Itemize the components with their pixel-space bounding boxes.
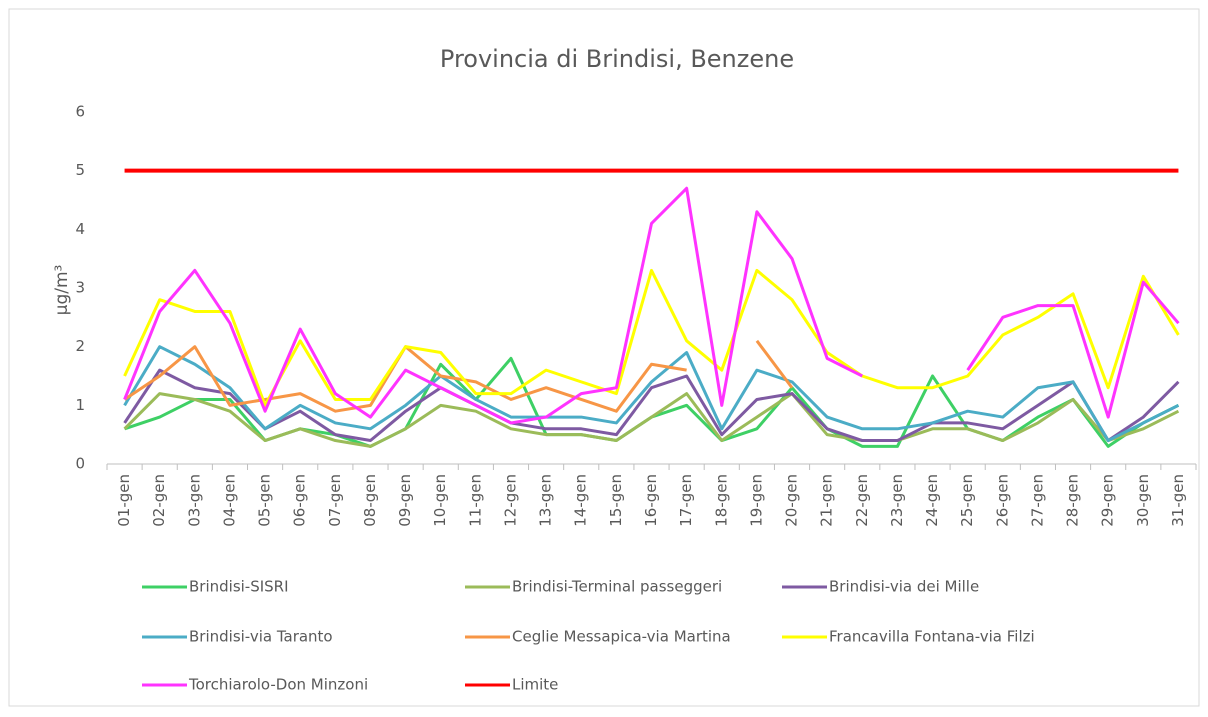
x-tick-label: 15-gen: [607, 474, 625, 527]
x-tick-label: 16-gen: [642, 474, 660, 527]
x-tick-label: 26-gen: [993, 474, 1011, 527]
x-tick-label: 30-gen: [1134, 474, 1152, 527]
legend-label: Brindisi-Terminal passeggeri: [512, 578, 722, 596]
x-tick-label: 01-gen: [115, 474, 133, 527]
x-tick-label: 14-gen: [572, 474, 590, 527]
series-line: [123, 268, 1180, 407]
legend-label: Brindisi-via Taranto: [189, 628, 333, 646]
x-tick-label: 02-gen: [150, 474, 168, 527]
y-tick-label: 2: [75, 337, 85, 355]
x-tick-label: 06-gen: [291, 474, 309, 527]
x-tick-label: 11-gen: [466, 474, 484, 527]
legend-label: Ceglie Messapica-via Martina: [512, 628, 731, 646]
x-tick-label: 09-gen: [396, 474, 414, 527]
legend-label: Torchiarolo-Don Minzoni: [188, 676, 368, 694]
chart-border: [8, 8, 1200, 707]
y-tick-label: 3: [75, 279, 85, 297]
x-tick-label: 27-gen: [1028, 474, 1046, 527]
x-tick-label: 29-gen: [1099, 474, 1117, 527]
x-tick-label: 10-gen: [431, 474, 449, 527]
x-tick-label: 25-gen: [958, 474, 976, 527]
x-tick-label: 17-gen: [677, 474, 695, 527]
x-tick-label: 03-gen: [185, 474, 203, 527]
x-tick-label: 13-gen: [537, 474, 555, 527]
x-tick-label: 18-gen: [712, 474, 730, 527]
series-line: [123, 345, 1180, 443]
y-tick-label: 0: [75, 455, 85, 473]
x-tick-label: 04-gen: [220, 474, 238, 527]
x-tick-label: 23-gen: [888, 474, 906, 527]
x-tick-label: 05-gen: [256, 474, 274, 527]
y-tick-label: 1: [75, 396, 85, 414]
x-tick-label: 12-gen: [501, 474, 519, 527]
x-tick-label: 31-gen: [1169, 474, 1187, 527]
y-tick-label: 5: [75, 161, 85, 179]
series-line: [123, 392, 1180, 448]
y-axis-label: µg/m³: [52, 265, 72, 316]
series-line: [123, 368, 1180, 443]
legend-label: Brindisi-SISRI: [189, 578, 289, 596]
series-line: [123, 186, 1180, 425]
legend-label: Limite: [512, 676, 558, 694]
legend-label: Brindisi-via dei Mille: [829, 578, 979, 596]
x-tick-label: 08-gen: [361, 474, 379, 527]
y-tick-label: 4: [75, 220, 85, 238]
x-tick-label: 28-gen: [1064, 474, 1082, 527]
chart-title: Provincia di Brindisi, Benzene: [440, 45, 794, 73]
x-tick-label: 07-gen: [326, 474, 344, 527]
x-tick-label: 24-gen: [923, 474, 941, 527]
x-tick-label: 21-gen: [818, 474, 836, 527]
y-tick-label: 6: [75, 103, 85, 121]
x-tick-label: 19-gen: [747, 474, 765, 527]
x-tick-label: 22-gen: [853, 474, 871, 527]
x-tick-label: 20-gen: [783, 474, 801, 527]
legend-label: Francavilla Fontana-via Filzi: [829, 628, 1035, 646]
